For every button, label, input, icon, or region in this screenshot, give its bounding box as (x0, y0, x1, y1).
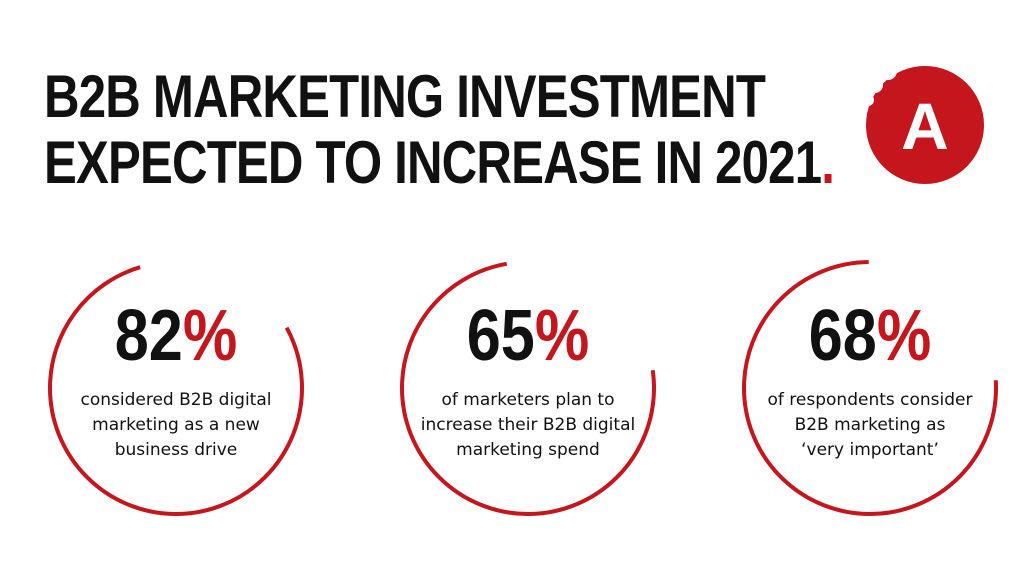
percent-sign: % (534, 296, 590, 376)
stat-number: 68 (808, 296, 877, 376)
stat-percentage: 68% (760, 298, 981, 374)
stat-card-1: 82% considered B2B digital marketing as … (46, 258, 306, 518)
stat-percentage: 65% (418, 298, 639, 374)
stat-card-3: 68% of respondents consider B2B marketin… (740, 258, 1000, 518)
stat-card-2: 65% of marketers plan to increase their … (398, 258, 658, 518)
stat-description: considered B2B digital marketing as a ne… (56, 388, 296, 463)
title-line-2: EXPECTED TO INCREASE IN 2021 (44, 129, 822, 196)
stat-description-line: business drive (114, 440, 238, 460)
stat-number: 82 (114, 296, 183, 376)
percent-sign: % (182, 296, 238, 376)
title-line-1: B2B MARKETING INVESTMENT (44, 63, 766, 130)
stat-description: of respondents consider B2B marketing as… (750, 388, 990, 463)
stat-description-line: B2B marketing as (794, 415, 946, 435)
stat-description-line: considered B2B digital (80, 390, 272, 410)
percent-sign: % (876, 296, 932, 376)
ring-icon (742, 260, 998, 516)
stat-percentage: 82% (66, 298, 287, 374)
ring-icon (48, 260, 304, 516)
ring-icon (400, 260, 656, 516)
stat-description-line: of marketers plan to (441, 390, 615, 410)
brand-logo-icon: A (862, 62, 984, 184)
page-title: B2B MARKETING INVESTMENT EXPECTED TO INC… (44, 63, 835, 196)
stat-number: 65 (466, 296, 535, 376)
stat-description-line: increase their B2B digital (420, 415, 636, 435)
logo-letter: A (901, 89, 949, 163)
title-dot: . (821, 129, 835, 196)
stat-description-line: of respondents consider (767, 390, 973, 410)
stat-description-line: marketing spend (456, 440, 600, 460)
stat-description-line: marketing as a new (92, 415, 260, 435)
stat-description-line: ‘very important’ (801, 440, 939, 460)
stat-description: of marketers plan to increase their B2B … (408, 388, 648, 463)
